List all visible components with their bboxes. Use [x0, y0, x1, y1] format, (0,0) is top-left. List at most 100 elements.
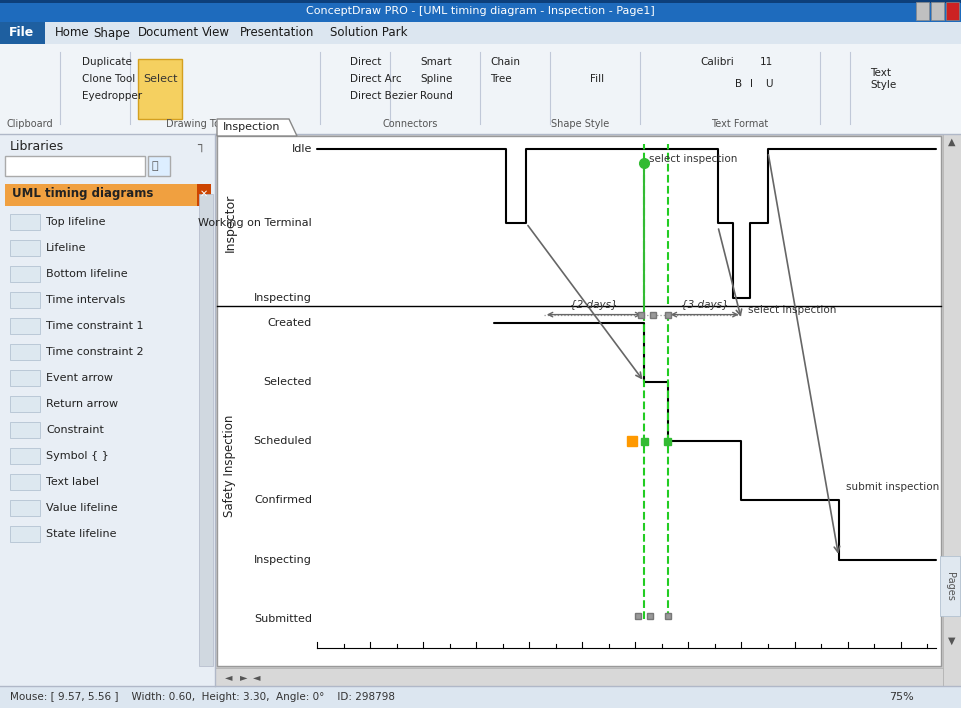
Text: Clipboard: Clipboard — [7, 119, 53, 129]
Bar — [10, 292, 40, 308]
Text: Submitted: Submitted — [254, 614, 312, 624]
Text: View: View — [202, 26, 230, 40]
Text: Round: Round — [420, 91, 453, 101]
Text: Symbol { }: Symbol { } — [46, 451, 109, 461]
Bar — [638, 312, 644, 318]
Text: Working on Terminal: Working on Terminal — [198, 218, 312, 228]
Bar — [215, 668, 943, 686]
Text: Home: Home — [55, 26, 89, 40]
Text: Safety Inspection: Safety Inspection — [224, 415, 236, 517]
Text: Lifeline: Lifeline — [46, 243, 86, 253]
Text: Select: Select — [143, 74, 177, 84]
Text: select inspection: select inspection — [749, 304, 837, 314]
Text: ┐: ┐ — [198, 139, 205, 152]
Text: ConceptDraw PRO - [UML timing diagram - Inspection - Page1]: ConceptDraw PRO - [UML timing diagram - … — [307, 6, 654, 16]
Bar — [0, 0, 961, 22]
Text: U: U — [765, 79, 773, 89]
Bar — [5, 184, 200, 206]
Text: ◄: ◄ — [225, 672, 233, 682]
Text: I: I — [750, 79, 753, 89]
Text: Tree: Tree — [490, 74, 511, 84]
Bar — [635, 613, 641, 619]
Bar — [0, 0, 961, 3]
Text: 75%: 75% — [889, 692, 913, 702]
Bar — [148, 156, 170, 176]
Bar — [138, 59, 182, 119]
Bar — [946, 2, 959, 20]
Bar — [665, 312, 671, 318]
Bar — [217, 136, 941, 666]
Text: Document: Document — [137, 26, 199, 40]
Text: Time constraint 2: Time constraint 2 — [46, 347, 143, 357]
Text: State lifeline: State lifeline — [46, 529, 116, 539]
Text: Scheduled: Scheduled — [254, 436, 312, 446]
Text: Pages: Pages — [945, 571, 955, 600]
Text: Eyedropper: Eyedropper — [82, 91, 142, 101]
Bar — [5, 156, 145, 176]
Text: Inspection: Inspection — [223, 122, 281, 132]
Text: Inspecting: Inspecting — [254, 555, 312, 565]
Text: Spline: Spline — [420, 74, 453, 84]
Text: Shape: Shape — [93, 26, 130, 40]
Bar — [10, 214, 40, 230]
Bar — [10, 526, 40, 542]
Text: Confirmed: Confirmed — [254, 496, 312, 506]
Text: Direct Bezier: Direct Bezier — [350, 91, 417, 101]
Bar — [10, 448, 40, 464]
Bar — [215, 134, 943, 686]
Text: Fill: Fill — [590, 74, 604, 84]
Text: Inspector: Inspector — [224, 194, 236, 253]
Text: Solution Park: Solution Park — [330, 26, 407, 40]
Bar — [943, 134, 961, 686]
Text: B: B — [735, 79, 742, 89]
Text: {3 days}: {3 days} — [680, 299, 728, 309]
Text: Presentation: Presentation — [239, 26, 314, 40]
Text: Idle: Idle — [291, 144, 312, 154]
Text: ▲: ▲ — [949, 137, 956, 147]
Bar — [650, 312, 656, 318]
Text: ◄: ◄ — [253, 672, 260, 682]
Bar — [10, 318, 40, 334]
Text: UML timing diagrams: UML timing diagrams — [12, 188, 154, 200]
Text: Shape Style: Shape Style — [551, 119, 609, 129]
Text: Calibri: Calibri — [700, 57, 734, 67]
Text: submit inspection: submit inspection — [846, 482, 939, 493]
Bar — [940, 556, 960, 616]
Text: ✕: ✕ — [200, 189, 209, 199]
Bar — [10, 266, 40, 282]
Text: Created: Created — [268, 318, 312, 328]
Text: Event arrow: Event arrow — [46, 373, 113, 383]
Bar — [0, 134, 215, 686]
Bar — [10, 370, 40, 386]
Text: Clone Tool: Clone Tool — [82, 74, 136, 84]
Text: {2 days}: {2 days} — [570, 299, 618, 309]
Text: Direct Arc: Direct Arc — [350, 74, 402, 84]
Text: Direct: Direct — [350, 57, 382, 67]
Bar — [10, 474, 40, 490]
Bar — [664, 438, 672, 445]
Text: Text label: Text label — [46, 477, 99, 487]
Text: 🔍: 🔍 — [151, 161, 158, 171]
Bar — [0, 22, 961, 44]
Bar — [0, 22, 45, 44]
Text: Libraries: Libraries — [10, 139, 64, 152]
Text: Selected: Selected — [263, 377, 312, 387]
Text: Time constraint 1: Time constraint 1 — [46, 321, 143, 331]
Bar — [647, 613, 653, 619]
Bar — [916, 2, 929, 20]
Text: Value lifeline: Value lifeline — [46, 503, 117, 513]
Text: ►: ► — [240, 672, 248, 682]
Text: Time intervals: Time intervals — [46, 295, 125, 305]
Bar — [665, 613, 671, 619]
Text: Duplicate: Duplicate — [82, 57, 132, 67]
Text: Top lifeline: Top lifeline — [46, 217, 106, 227]
Text: Smart: Smart — [420, 57, 452, 67]
Text: select inspection: select inspection — [649, 154, 737, 164]
Text: Chain: Chain — [490, 57, 520, 67]
Text: Connectors: Connectors — [382, 119, 437, 129]
Text: Text
Style: Text Style — [870, 68, 897, 90]
Text: Text Format: Text Format — [711, 119, 769, 129]
Bar — [10, 422, 40, 438]
Bar — [931, 2, 944, 20]
Text: Mouse: [ 9.57, 5.56 ]    Width: 0.60,  Height: 3.30,  Angle: 0°    ID: 298798: Mouse: [ 9.57, 5.56 ] Width: 0.60, Heigh… — [10, 692, 395, 702]
